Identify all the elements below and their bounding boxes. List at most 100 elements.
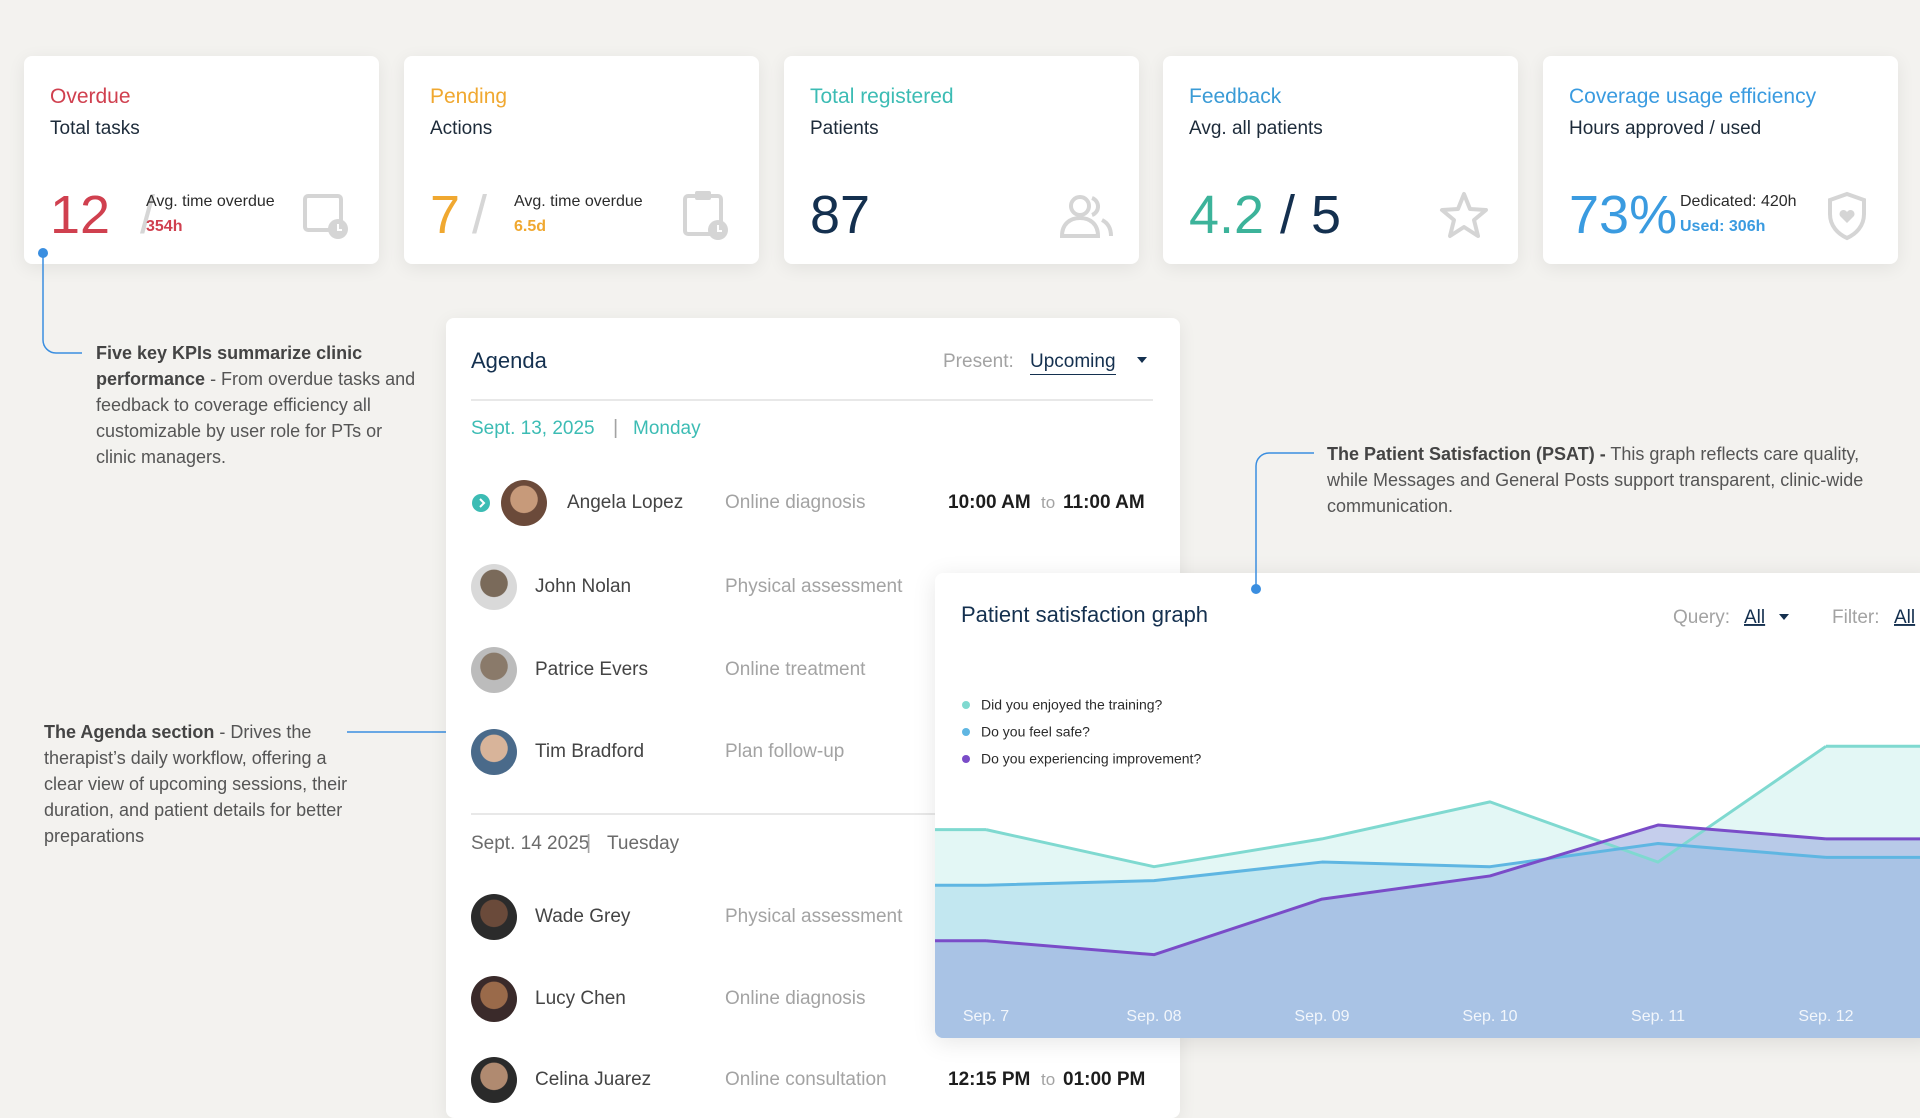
filter-select[interactable]: All: [1894, 607, 1915, 628]
query-select[interactable]: All: [1744, 607, 1765, 628]
kpi-icon: [1440, 192, 1488, 238]
patient-name[interactable]: Wade Grey: [535, 906, 631, 927]
line-extension: [935, 744, 1920, 832]
present-label: Present:: [943, 351, 1014, 372]
patient-name[interactable]: Tim Bradford: [535, 741, 645, 762]
kpi-subtitle: Actions: [430, 118, 493, 139]
legend-label: Did you enjoyed the training?: [981, 697, 1163, 713]
dropdown-caret[interactable]: [1779, 614, 1789, 620]
avatar[interactable]: [471, 1057, 517, 1103]
kpi-separator: /: [472, 185, 488, 245]
kpi-detail-label: Dedicated: 420h: [1680, 193, 1797, 210]
x-tick-label: Sep. 7: [963, 1008, 1009, 1025]
kpi-value: 7: [430, 185, 461, 245]
date: Sept. 14 2025: [471, 833, 590, 854]
kpi-detail-value: 6.5d: [514, 218, 547, 235]
line: [985, 823, 1827, 957]
query-label: Query:: [1673, 607, 1730, 628]
connectors: [38, 248, 458, 737]
session-type: Plan follow-up: [725, 741, 845, 762]
kpi-card: Total registered Patients 87: [784, 56, 1139, 264]
patient-name[interactable]: Celina Juarez: [535, 1069, 652, 1090]
divider: [471, 813, 1153, 815]
active-indicator: [472, 494, 490, 512]
x-tick-label: Sep. 09: [1294, 1008, 1349, 1025]
date-separator: |: [613, 417, 619, 439]
patient-name[interactable]: Angela Lopez: [567, 492, 684, 513]
line-extension: [935, 855, 1920, 887]
kpi-value: 4.2: [1189, 185, 1265, 245]
kpi-value: 87: [810, 185, 871, 245]
agenda-title: Agenda: [471, 348, 547, 373]
kpi-title: Pending: [430, 85, 508, 108]
session-type: Online diagnosis: [725, 988, 866, 1009]
kpi-subtitle: Total tasks: [50, 118, 140, 139]
patient-name[interactable]: John Nolan: [535, 576, 632, 597]
kpi-card: Feedback Avg. all patients 4.2 / 5: [1163, 56, 1518, 264]
weekday: Monday: [633, 418, 701, 439]
legend-marker: [962, 755, 970, 763]
annotation-body: This graph reflects care quality, while …: [1327, 444, 1864, 516]
time-to: to: [1041, 1070, 1056, 1089]
end-time: 11:00 AM: [1063, 492, 1145, 513]
legend-label: Do you feel safe?: [981, 724, 1090, 740]
line: [985, 745, 1827, 869]
x-tick-label: Sep. 08: [1126, 1008, 1181, 1025]
start-time: 10:00 AM: [948, 492, 1031, 513]
session-type: Physical assessment: [725, 576, 903, 597]
divider: [471, 399, 1153, 401]
session-type: Online consultation: [725, 1069, 887, 1090]
avatar[interactable]: [501, 480, 547, 526]
kpi-separator: /: [1280, 185, 1296, 245]
x-tick-label: Sep. 11: [1631, 1008, 1685, 1025]
x-tick-label: Sep. 12: [1798, 1008, 1853, 1025]
annotation: The Agenda section - Drives the therapis…: [44, 719, 354, 849]
line: [985, 842, 1827, 887]
kpi-detail-value: Used: 306h: [1680, 218, 1766, 235]
legend-marker: [962, 701, 970, 709]
annotation: The Patient Satisfaction (PSAT) - This g…: [1327, 441, 1867, 519]
annotation-lead: Five key KPIs summarize clinic performan…: [96, 343, 363, 389]
avatar[interactable]: [471, 564, 517, 610]
kpi-title: Coverage usage efficiency: [1569, 85, 1817, 108]
avatar[interactable]: [471, 976, 517, 1022]
kpi-icon: [683, 191, 728, 240]
chart-title: Patient satisfaction graph: [961, 602, 1208, 627]
kpi-icon: [1059, 195, 1113, 238]
avatar[interactable]: [471, 647, 517, 693]
avatar[interactable]: [471, 729, 517, 775]
kpi-title: Overdue: [50, 85, 131, 108]
kpi-card: Pending Actions 7 / Avg. time overdue 6.…: [404, 56, 759, 264]
kpi-detail-label: Avg. time overdue: [514, 193, 643, 210]
patient-name[interactable]: Patrice Evers: [535, 659, 648, 680]
annotation: Five key KPIs summarize clinic performan…: [96, 340, 426, 470]
date: Sept. 13, 2025: [471, 418, 595, 439]
kpi-icon: [303, 194, 348, 239]
avatar[interactable]: [471, 894, 517, 940]
chart-card: Patient satisfaction graph Query: All Fi…: [935, 573, 1920, 1038]
kpi-icon: [1828, 191, 1866, 241]
dropdown-caret[interactable]: [1136, 355, 1148, 365]
session-type: Online treatment: [725, 659, 866, 680]
kpi-subtitle: Hours approved / used: [1569, 118, 1762, 139]
legend-marker: [962, 728, 970, 736]
connector: [1251, 452, 1314, 594]
annotation-body: - From overdue tasks and feedback to cov…: [96, 369, 416, 467]
present-select[interactable]: Upcoming: [1030, 351, 1116, 375]
kpi-card: Overdue Total tasks 12 / Avg. time overd…: [24, 56, 379, 264]
x-tick-label: Sep. 10: [1462, 1008, 1517, 1025]
filter-label: Filter:: [1832, 607, 1880, 628]
annotation-lead: The Agenda section: [44, 722, 215, 742]
annotation-body: - Drives the therapist’s daily workflow,…: [44, 722, 348, 846]
weekday: Tuesday: [607, 833, 680, 854]
session-type: Physical assessment: [725, 906, 903, 927]
kpi-subtitle: Avg. all patients: [1189, 118, 1323, 139]
kpi-out-of: 5: [1311, 185, 1342, 245]
kpi-subtitle: Patients: [810, 118, 879, 139]
line-extension: [935, 837, 1920, 943]
kpi-separator: /: [140, 185, 156, 245]
area: [935, 825, 1920, 1038]
page: Overdue Total tasks 12 / Avg. time overd…: [24, 56, 1920, 1118]
patient-name[interactable]: Lucy Chen: [535, 988, 626, 1009]
end-time: 01:00 PM: [1063, 1069, 1146, 1090]
